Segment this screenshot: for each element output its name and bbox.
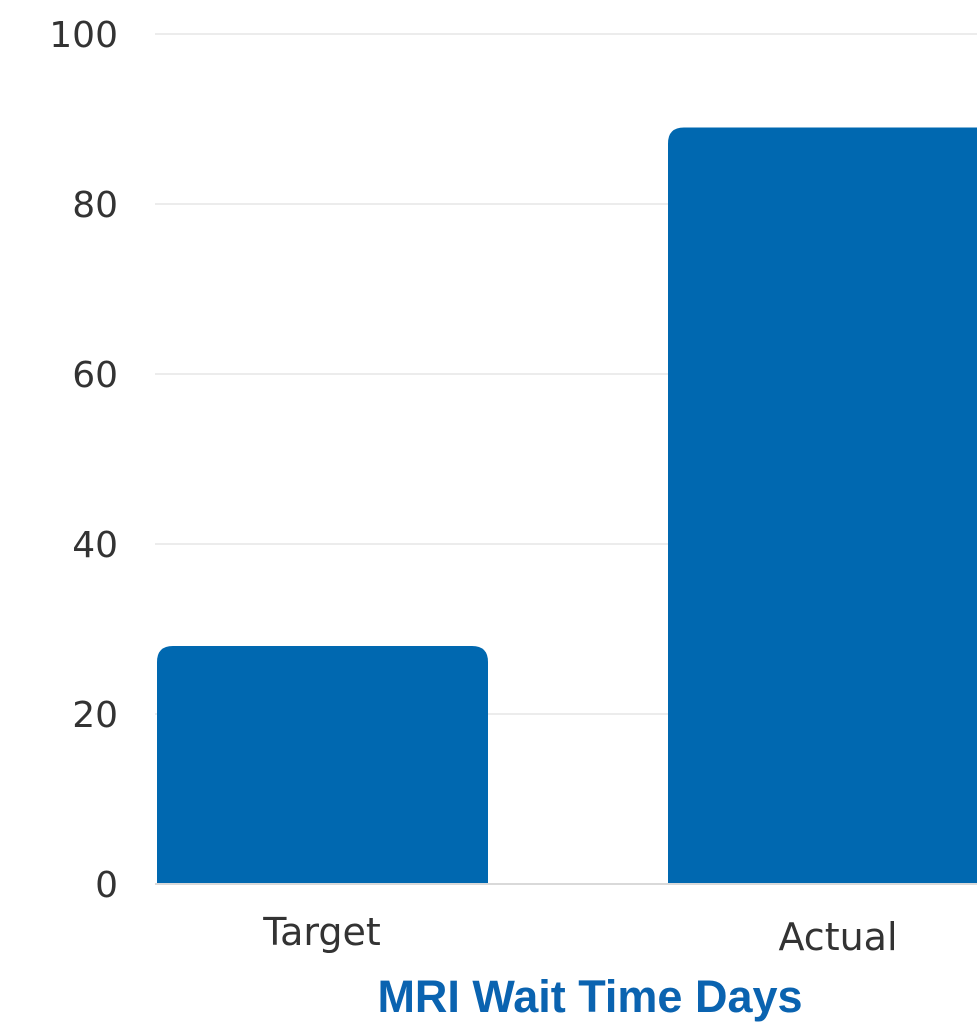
- y-tick-label: 80: [72, 185, 118, 226]
- y-tick-label: 40: [72, 525, 118, 566]
- y-tick-label: 20: [72, 695, 118, 736]
- category-label-actual: Actual: [778, 915, 897, 959]
- y-axis-tick-labels: 0 20 40 60 80 100: [49, 15, 118, 906]
- bar-actual: [668, 127, 977, 884]
- bar-target: [157, 646, 488, 884]
- y-tick-label: 60: [72, 355, 118, 396]
- y-tick-label: 0: [95, 865, 118, 906]
- y-tick-label: 100: [49, 15, 118, 56]
- category-label-target: Target: [262, 910, 381, 954]
- chart-title: MRI Wait Time Days: [377, 971, 802, 1022]
- bars: [157, 127, 977, 884]
- x-axis-category-labels: Target Actual: [262, 910, 897, 959]
